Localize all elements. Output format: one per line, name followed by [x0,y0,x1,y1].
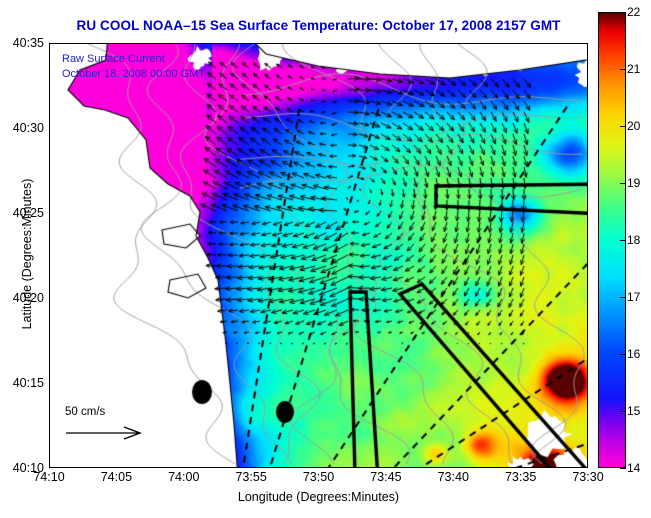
colorbar-tick-label: 19 [627,176,641,190]
colorbar-tick-mark [620,240,626,241]
colorbar-tick-label: 16 [627,347,641,361]
colorbar-tick-mark [620,411,626,412]
x-tick-label: 73:45 [370,470,402,484]
y-tick-label: 40:25 [12,206,44,220]
colorbar-tick-mark [620,468,626,469]
colorbar-tick-mark [620,69,626,70]
colorbar-tick-mark [620,354,626,355]
y-tick-label: 40:20 [12,291,44,305]
y-tick-label: 40:10 [12,461,44,475]
map-plot-area[interactable]: Raw Surface Current October 18, 2008 00:… [49,43,588,468]
y-tick-label: 40:30 [12,121,44,135]
x-tick-label: 74:05 [100,470,133,484]
colorbar-tick-label: 14 [627,461,641,475]
y-tick-label: 40:15 [12,376,44,390]
colorbar-tick-mark [620,183,626,184]
current-note-line1: Raw Surface Current [62,53,165,65]
colorbar-tick-label: 17 [627,290,641,304]
colorbar-tick-label: 18 [627,233,641,247]
colorbar-tick-label: 20 [627,119,641,133]
colorbar-tick-mark [620,297,626,298]
scale-bar-label: 50 cm/s [65,406,106,418]
x-tick-label: 74:10 [33,470,65,484]
x-axis-label: Longitude (Degrees:Minutes) [237,490,400,504]
x-tick-label: 74:00 [168,470,200,484]
colorbar-tick-mark [620,12,626,13]
colorbar-tick-label: 21 [627,62,641,76]
colorbar-tick-mark [620,126,626,127]
right-arrow-icon [66,426,142,440]
colorbar-tick-label: 15 [627,404,641,418]
colorbar-tick-label: 22 [627,5,641,19]
figure-title: RU COOL NOAA–15 Sea Surface Temperature:… [76,18,561,33]
y-tick-label: 40:35 [12,36,44,50]
x-tick-label: 73:30 [572,470,604,484]
current-note-line2: October 18, 2008 00:00 GMT [62,68,206,80]
x-tick-label: 73:50 [302,470,335,484]
x-tick-label: 73:35 [504,470,537,484]
x-tick-label: 73:55 [235,470,267,484]
x-tick-label: 73:40 [437,470,469,484]
sst-map-canvas [50,44,587,467]
y-axis-label: Latitude (Degrees:Minutes) [20,178,34,330]
